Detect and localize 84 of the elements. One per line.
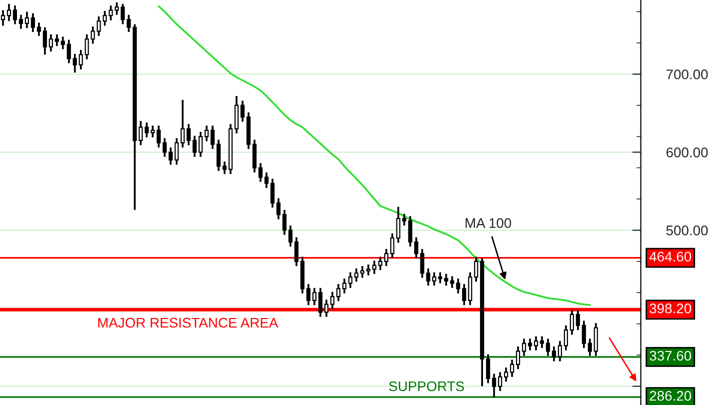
candlestick bbox=[336, 283, 340, 302]
candlestick bbox=[534, 335, 538, 352]
candlestick bbox=[36, 22, 41, 37]
candlestick bbox=[516, 346, 520, 370]
candlestick bbox=[96, 15, 101, 37]
ref-line-label: 337.60 bbox=[650, 350, 692, 361]
candlestick bbox=[276, 197, 281, 220]
candlestick bbox=[12, 4, 18, 26]
candlestick bbox=[270, 178, 275, 208]
candlestick bbox=[456, 278, 460, 294]
candlestick bbox=[342, 278, 346, 294]
candlestick bbox=[438, 271, 442, 284]
y-tick-label: 500.00 bbox=[666, 226, 708, 236]
candlestick bbox=[324, 298, 328, 318]
candlestick bbox=[576, 308, 580, 331]
candlestick bbox=[72, 52, 77, 74]
candlestick bbox=[210, 124, 215, 150]
candlestick bbox=[306, 283, 310, 306]
candlestick bbox=[30, 12, 35, 33]
candlestick bbox=[66, 38, 71, 64]
candlestick bbox=[180, 98, 185, 148]
candlestick bbox=[18, 14, 24, 30]
candlestick bbox=[252, 138, 257, 174]
candlestick bbox=[558, 340, 562, 362]
candlestick bbox=[240, 100, 245, 123]
candlestick bbox=[498, 371, 502, 392]
candlestick bbox=[564, 324, 568, 352]
candlestick bbox=[492, 372, 496, 398]
candlestick bbox=[168, 146, 173, 166]
candlestick bbox=[348, 271, 352, 289]
candlestick bbox=[288, 224, 293, 248]
ref-line-label: 398.20 bbox=[650, 304, 692, 314]
candlestick bbox=[474, 256, 478, 283]
candlestick bbox=[552, 346, 556, 362]
candlestick bbox=[78, 49, 83, 70]
candlestick bbox=[90, 26, 95, 45]
candlestick bbox=[282, 209, 287, 236]
candlestick bbox=[24, 10, 29, 29]
candlestick bbox=[528, 338, 532, 352]
candlestick bbox=[186, 123, 191, 146]
candlestick bbox=[504, 366, 508, 382]
candlestick bbox=[582, 320, 586, 349]
ref-line-label: 464.60 bbox=[649, 252, 692, 262]
candlestick bbox=[450, 275, 454, 289]
candlestick bbox=[510, 358, 514, 378]
candlestick bbox=[354, 268, 358, 283]
candlestick bbox=[312, 287, 316, 306]
candlestick bbox=[594, 322, 598, 357]
candlestick bbox=[468, 271, 472, 306]
candlestick bbox=[174, 137, 179, 166]
candlestick bbox=[570, 308, 574, 336]
candlestick bbox=[462, 283, 466, 306]
candlestick bbox=[84, 33, 89, 60]
candlestick bbox=[42, 26, 47, 56]
annotation: MA 100 bbox=[466, 218, 512, 228]
candlestick bbox=[216, 138, 221, 172]
candlestick bbox=[546, 338, 550, 357]
candlestick bbox=[522, 338, 526, 357]
candlestick bbox=[222, 160, 227, 175]
candlestick bbox=[60, 36, 65, 50]
y-tick-label: 700.00 bbox=[666, 69, 708, 80]
candlestick bbox=[0, 9, 6, 27]
candlestick bbox=[294, 236, 298, 268]
line-series bbox=[158, 5, 591, 306]
candlestick bbox=[6, 2, 12, 22]
candlestick bbox=[444, 272, 448, 287]
candlestick bbox=[54, 33, 59, 47]
candlestick bbox=[486, 353, 490, 384]
candlestick bbox=[48, 33, 53, 52]
candlestick bbox=[192, 134, 197, 158]
candlestick bbox=[234, 95, 239, 134]
candlestick bbox=[330, 290, 334, 310]
candlestick bbox=[588, 338, 592, 357]
candlestick bbox=[198, 130, 203, 158]
candlestick bbox=[258, 162, 263, 183]
annotation: SUPPORTS bbox=[389, 381, 464, 392]
candlestick bbox=[204, 124, 209, 142]
candlestick bbox=[360, 265, 364, 279]
annotation: MAJOR RESISTANCE AREA bbox=[98, 318, 278, 328]
ref-line-label: 286.20 bbox=[650, 390, 692, 401]
candlestick bbox=[318, 287, 322, 318]
candlestick bbox=[264, 172, 269, 189]
y-tick-label: 600.00 bbox=[666, 148, 708, 158]
candlestick bbox=[540, 335, 544, 349]
